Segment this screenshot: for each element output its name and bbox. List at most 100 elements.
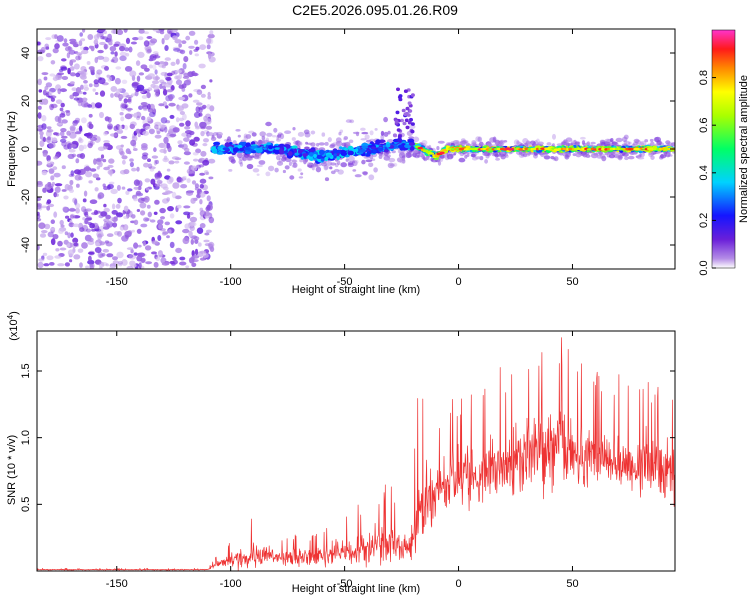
spectrogram-cell-1027 — [81, 242, 88, 249]
spectrogram-cell-916 — [191, 165, 198, 171]
snr-x-ticks: -150 -100 -50 0 50 — [106, 331, 579, 590]
spectrogram-cell-831 — [111, 210, 118, 215]
spectrogram-cell-1139 — [343, 136, 348, 140]
spectrogram-cell-1170 — [271, 135, 277, 138]
spectrogram-cell-481 — [52, 234, 59, 240]
spectrogram-cell-838 — [75, 72, 80, 78]
spectrogram-cell-616 — [198, 107, 203, 113]
spectrogram-cell-635 — [137, 36, 144, 41]
spectrogram-cell-878 — [97, 146, 105, 152]
spectrogram-cell-1339 — [475, 136, 481, 142]
spectrogram-cell-1641 — [368, 174, 375, 181]
spectrogram-x-tick-label-2: -50 — [337, 276, 353, 288]
spectrogram-cell-644 — [41, 72, 49, 76]
spectrogram-cell-1660 — [387, 162, 395, 169]
spectrogram-cell-1265 — [553, 156, 559, 162]
spectrogram-cell-492 — [191, 250, 195, 257]
spectrogram-cell-519 — [80, 84, 84, 90]
spectrogram-cell-866 — [192, 151, 199, 156]
spectrogram-cell-391 — [181, 83, 187, 89]
spectrogram-cell-929 — [117, 197, 122, 204]
spectrogram-cell-981 — [168, 176, 174, 183]
spectrogram-cell-722 — [160, 216, 165, 220]
spectrogram-cell-661 — [38, 222, 46, 229]
spectrogram-cell-782 — [41, 170, 48, 176]
spectrogram-cell-3524 — [397, 134, 402, 139]
spectrogram-cell-1017 — [163, 155, 168, 161]
spectrogram-cell-408 — [54, 183, 63, 187]
spectrogram-cell-882 — [167, 206, 174, 211]
spectrogram-cell-370 — [102, 158, 107, 163]
spectrogram-cell-1057 — [117, 231, 122, 237]
spectrogram-cell-1110 — [239, 162, 244, 167]
spectrogram-cell-824 — [70, 144, 77, 148]
spectrogram-cell-3505 — [401, 108, 406, 113]
spectrogram-cell-109 — [50, 60, 56, 65]
spectrogram-cell-1391 — [340, 162, 348, 168]
spectrogram-cell-811 — [125, 52, 130, 57]
spectrogram-cell-610 — [69, 72, 76, 77]
spectrogram-cell-188 — [168, 160, 175, 165]
spectrogram-cell-446 — [105, 263, 110, 267]
spectrogram-cell-382 — [97, 49, 104, 54]
spectrogram-cell-3515 — [403, 89, 408, 93]
spectrogram-cell-19 — [154, 69, 158, 75]
spectrogram-cell-156 — [87, 251, 95, 255]
spectrogram-cell-717 — [151, 155, 159, 159]
spectrogram-cell-472 — [164, 72, 168, 79]
spectrogram-cell-1015 — [78, 91, 83, 95]
spectrogram-cell-1344 — [546, 142, 552, 146]
spectrogram-cell-1037 — [45, 52, 52, 58]
spectrogram-cell-412 — [174, 157, 182, 161]
spectrogram-cell-266 — [124, 113, 133, 120]
spectrogram-cell-1694 — [622, 153, 629, 157]
spectrogram-cell-848 — [59, 247, 67, 251]
spectrogram-cell-1332 — [412, 136, 420, 143]
spectrogram-y-tick-label-4: 40 — [20, 47, 32, 59]
spectrogram-cell-1148 — [352, 169, 357, 172]
spectrogram-cell-366 — [54, 43, 60, 50]
spectrogram-cell-119 — [56, 122, 63, 126]
spectrogram-cell-54 — [112, 256, 118, 261]
spectrogram-cell-1065 — [152, 55, 161, 59]
spectrogram-cell-46 — [197, 242, 202, 247]
spectrogram-cell-1275 — [437, 140, 445, 144]
spectrogram-cell-1650 — [573, 139, 577, 145]
spectrogram-cell-1960 — [494, 140, 501, 145]
spectrogram-cell-1876 — [285, 158, 292, 163]
colorbar-tick-label-4: 0.8 — [698, 70, 710, 85]
snr-y-tick-label-1: 1.0 — [20, 430, 32, 445]
spectrogram-cell-430 — [133, 242, 139, 249]
spectrogram-cell-952 — [201, 104, 207, 109]
spectrogram-cell-613 — [132, 37, 139, 41]
spectrogram-cell-146 — [69, 94, 74, 100]
spectrogram-cell-905 — [193, 236, 200, 241]
spectrogram-cell-1059 — [171, 191, 177, 199]
spectrogram-cell-293 — [46, 255, 54, 261]
spectrogram-cell-45 — [175, 58, 180, 65]
spectrogram-cell-973 — [93, 79, 100, 85]
spectrogram-cell-3088 — [245, 142, 251, 148]
spectrogram-cell-1300 — [258, 160, 266, 165]
spectrogram-cell-487 — [50, 175, 55, 181]
spectrogram-cell-3504 — [404, 118, 409, 123]
spectrogram-cell-593 — [90, 102, 96, 109]
spectrogram-cell-815 — [106, 233, 114, 238]
spectrogram-cell-801 — [136, 75, 141, 82]
spectrogram-cell-1712 — [470, 153, 476, 158]
spectrogram-cell-280 — [108, 181, 115, 185]
spectrogram-cell-1949 — [237, 134, 241, 138]
spectrogram-cell-1236 — [345, 158, 349, 162]
spectrogram-cell-573 — [57, 88, 61, 95]
spectrogram-cell-1542 — [649, 138, 654, 142]
spectrogram-cell-1194 — [590, 141, 596, 145]
spectrogram-cell-1072 — [94, 187, 99, 192]
spectrogram-cell-970 — [186, 132, 192, 138]
spectrogram-cell-1395 — [505, 154, 509, 158]
spectrogram-cell-236 — [97, 251, 103, 259]
spectrogram-cell-305 — [88, 113, 93, 118]
spectrogram-cell-858 — [46, 199, 52, 205]
spectrogram-cell-3501 — [406, 113, 411, 117]
spectrogram-cell-909 — [48, 91, 53, 96]
spectrogram-cell-1477 — [513, 139, 520, 146]
